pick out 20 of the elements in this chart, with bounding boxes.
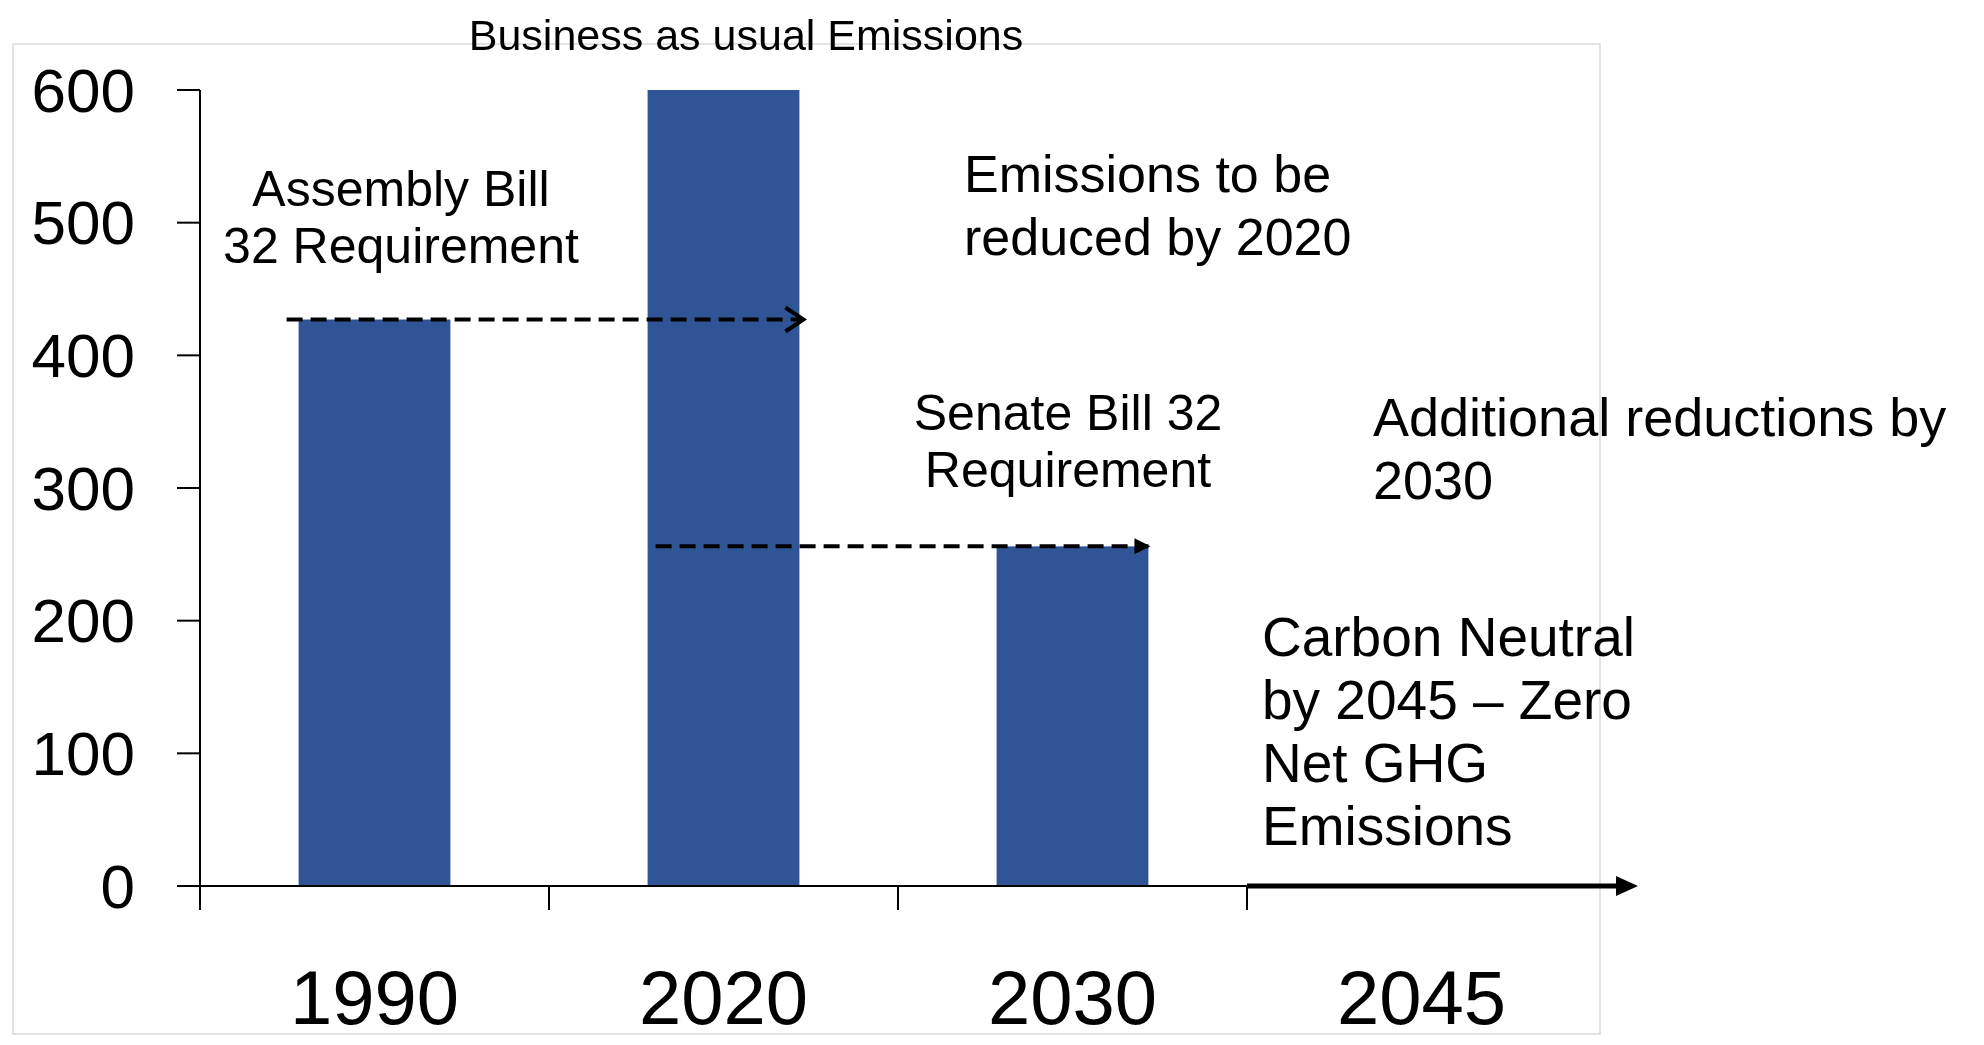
x-tick-label: 1990 [289, 955, 460, 1040]
annotation: Carbon Neutral by 2045 – Zero Net GHG Emissions [1262, 606, 1635, 857]
bar [647, 90, 800, 886]
annotation: Emissions to be reduced by 2020 [964, 145, 1352, 266]
y-tick-label: 0 [100, 851, 135, 921]
y-tick-label: 200 [31, 586, 135, 656]
x-tick-label: 2045 [1336, 955, 1507, 1040]
y-tick-label: 400 [31, 321, 135, 391]
annotation: Senate Bill 32 Requirement [913, 384, 1223, 498]
x-tick-label: 2030 [987, 955, 1158, 1040]
annotation: Assembly Bill 32 Requirement [223, 161, 579, 275]
bar [298, 319, 451, 886]
y-tick-label: 600 [31, 55, 135, 125]
y-tick-label: 100 [31, 719, 135, 789]
y-tick-label: 300 [31, 453, 135, 523]
annotation: Business as usual Emissions [468, 11, 1024, 59]
bar [996, 546, 1149, 886]
annotation: Additional reductions by 2030 [1373, 387, 1947, 510]
y-tick-label: 500 [31, 188, 135, 258]
x-tick-label: 2020 [638, 955, 809, 1040]
